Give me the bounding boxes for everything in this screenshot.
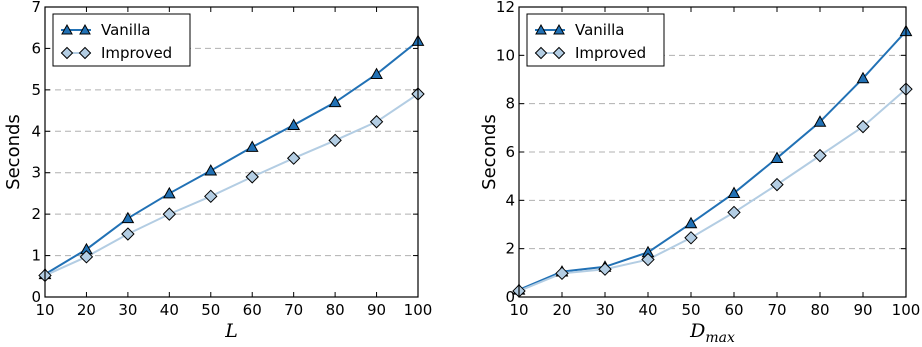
y-axis-label: Seconds (3, 114, 24, 190)
y-tick-label: 6 (505, 143, 515, 161)
legend-marker (534, 46, 548, 60)
x-tick-label: 10 (509, 301, 528, 319)
y-tick-label: 0 (505, 288, 515, 306)
marker-vanilla (204, 164, 218, 176)
legend-box (526, 13, 665, 67)
legend: Vanilla Improved (52, 13, 191, 67)
x-tick-label: 10 (35, 301, 54, 319)
series-line-vanilla (44, 40, 419, 276)
marker-vanilla (328, 95, 342, 108)
x-axis-label: Dmax (689, 320, 735, 346)
legend-label: Vanilla (101, 21, 151, 39)
y-tick-label: 2 (505, 240, 515, 258)
marker-improved (286, 151, 301, 165)
x-tick-label: 100 (404, 301, 433, 319)
x-tick-label: 70 (767, 301, 786, 319)
series-line-improved (44, 93, 419, 277)
x-tick-label: 90 (853, 301, 872, 319)
y-tick-label: 10 (496, 46, 515, 64)
marker-improved (369, 115, 384, 129)
x-tick-label: 40 (638, 301, 657, 319)
legend: Vanilla Improved (526, 13, 665, 67)
marker-improved (121, 227, 135, 241)
marker-improved (684, 231, 698, 245)
x-tick-label: 60 (243, 301, 262, 319)
x-tick-label: 90 (367, 301, 386, 319)
marker-improved (204, 189, 218, 204)
y-tick-label: 7 (31, 0, 41, 16)
x-tick-label: 80 (810, 301, 829, 319)
y-tick-label: 3 (31, 164, 41, 182)
x-tick-label: 60 (724, 301, 743, 319)
y-tick-label: 6 (31, 39, 41, 57)
series-line-vanilla (518, 30, 907, 291)
marker-vanilla (162, 186, 176, 199)
x-tick-label: 50 (681, 301, 700, 319)
legend-box (52, 13, 191, 67)
y-tick-label: 4 (505, 191, 515, 209)
marker-vanilla (287, 118, 301, 130)
legend-marker (78, 46, 92, 60)
marker-vanilla (856, 71, 870, 84)
marker-improved (856, 119, 870, 134)
x-tick-label: 100 (892, 301, 921, 319)
y-tick-label: 4 (31, 122, 41, 140)
marker-improved (641, 252, 655, 267)
x-tick-label: 20 (552, 301, 571, 319)
y-tick-label: 8 (505, 95, 515, 113)
x-tick-label: 40 (160, 301, 179, 319)
marker-vanilla (684, 216, 698, 229)
legend-label: Vanilla (575, 21, 625, 39)
marker-improved (727, 205, 741, 220)
marker-vanilla (245, 140, 259, 152)
legend-marker (60, 46, 74, 60)
x-tick-label: 20 (77, 301, 96, 319)
x-tick-label: 70 (284, 301, 303, 319)
plot-frame (44, 6, 419, 298)
marker-improved (598, 262, 612, 276)
chart-2: 10 20 30 40 50 60 70 80 90 100 0 2 4 6 8 10 12 Seconds Dma… (479, 0, 920, 346)
marker-improved (770, 177, 784, 192)
marker-vanilla (121, 211, 135, 224)
marker-vanilla (727, 186, 741, 198)
marker-vanilla (370, 67, 383, 80)
legend-marker (552, 46, 566, 60)
y-tick-label: 2 (31, 205, 41, 223)
y-axis-label: Seconds (479, 114, 500, 190)
marker-improved (79, 250, 94, 264)
x-tick-label: 80 (326, 301, 345, 319)
marker-improved (328, 133, 342, 148)
y-tick-label: 1 (31, 247, 41, 265)
legend-marker (79, 23, 91, 35)
legend-marker (553, 23, 565, 35)
marker-improved (555, 266, 569, 281)
legend-marker (61, 23, 73, 35)
marker-improved (162, 207, 177, 221)
y-tick-label: 5 (31, 81, 41, 99)
x-axis-label: L (224, 320, 238, 342)
x-tick-label: 30 (118, 301, 137, 319)
legend-label: Improved (575, 44, 646, 62)
marker-improved (813, 148, 827, 163)
chart-1: 10 20 30 40 50 60 70 80 90 100 0 1 2 3 4 5 6 7 Seconds L Van… (3, 0, 432, 342)
marker-improved (245, 170, 259, 184)
y-tick-label: 0 (31, 288, 41, 306)
y-tick-label: 12 (496, 0, 515, 16)
marker-vanilla (770, 151, 784, 163)
legend-label: Improved (101, 44, 172, 62)
x-tick-label: 30 (595, 301, 614, 319)
x-tick-label: 50 (201, 301, 220, 319)
series-line-improved (518, 88, 907, 292)
legend-marker (535, 23, 547, 35)
marker-vanilla (813, 115, 827, 127)
